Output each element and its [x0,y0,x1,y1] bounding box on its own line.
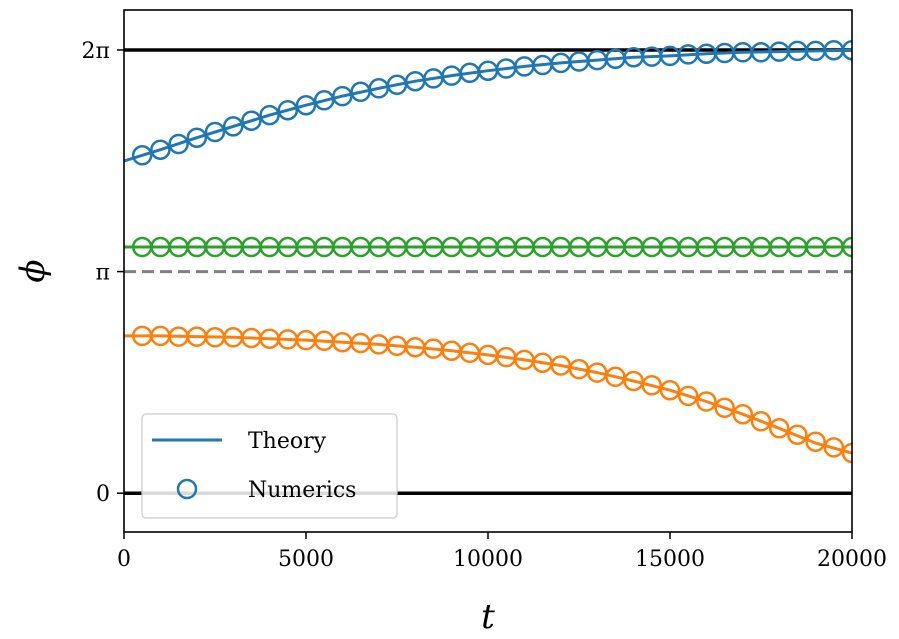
y-axis-ticks: 0 π 2π [82,39,124,507]
legend-numerics-swatch [176,478,198,500]
x-tick-label: 15000 [635,547,705,572]
legend-numerics-label: Numerics [248,478,356,503]
numerics-point [241,110,262,131]
numerics-point [641,375,663,396]
y-tick-label: 2π [82,39,110,64]
series-layer [124,39,852,464]
y-axis-label: ϕ [13,259,53,282]
numerics-point [841,442,852,464]
y-tick-label: π [96,261,110,286]
numerics-point [277,99,299,121]
numerics-point [222,116,244,137]
numerics-point [750,411,772,432]
numerics-point [150,139,171,160]
numerics-point [168,133,189,155]
numerics-point [659,379,681,401]
numerics-point [696,391,717,412]
x-tick-label: 5000 [278,547,334,572]
numerics-point [204,121,226,143]
legend: Theory Numerics [141,413,398,519]
series-1 [124,236,852,258]
numerics-point [131,145,153,166]
numerics-point [732,403,754,425]
x-tick-label: 10000 [453,547,523,572]
numerics-point [677,385,699,407]
numerics-point [186,127,208,148]
numerics-point [259,104,280,126]
theory-line-2 [124,334,852,455]
x-axis-label: t [481,597,495,637]
x-tick-label: 20000 [817,547,887,572]
y-tick-label: 0 [96,482,110,507]
numerics-point [841,39,852,61]
numerics-point [787,424,808,445]
numerics-point [823,437,845,458]
numerics-point [841,236,852,258]
numerics-point [714,397,735,419]
numerics-point [295,94,317,116]
x-axis-ticks: 0 5000 10000 15000 20000 [117,532,887,572]
x-tick-label: 0 [117,547,131,572]
series-2 [124,325,852,464]
legend-theory-label: Theory [248,429,327,454]
series-0 [124,39,852,166]
numerics-point [805,431,826,452]
numerics-point [768,418,790,439]
theory-line-0 [124,48,852,163]
